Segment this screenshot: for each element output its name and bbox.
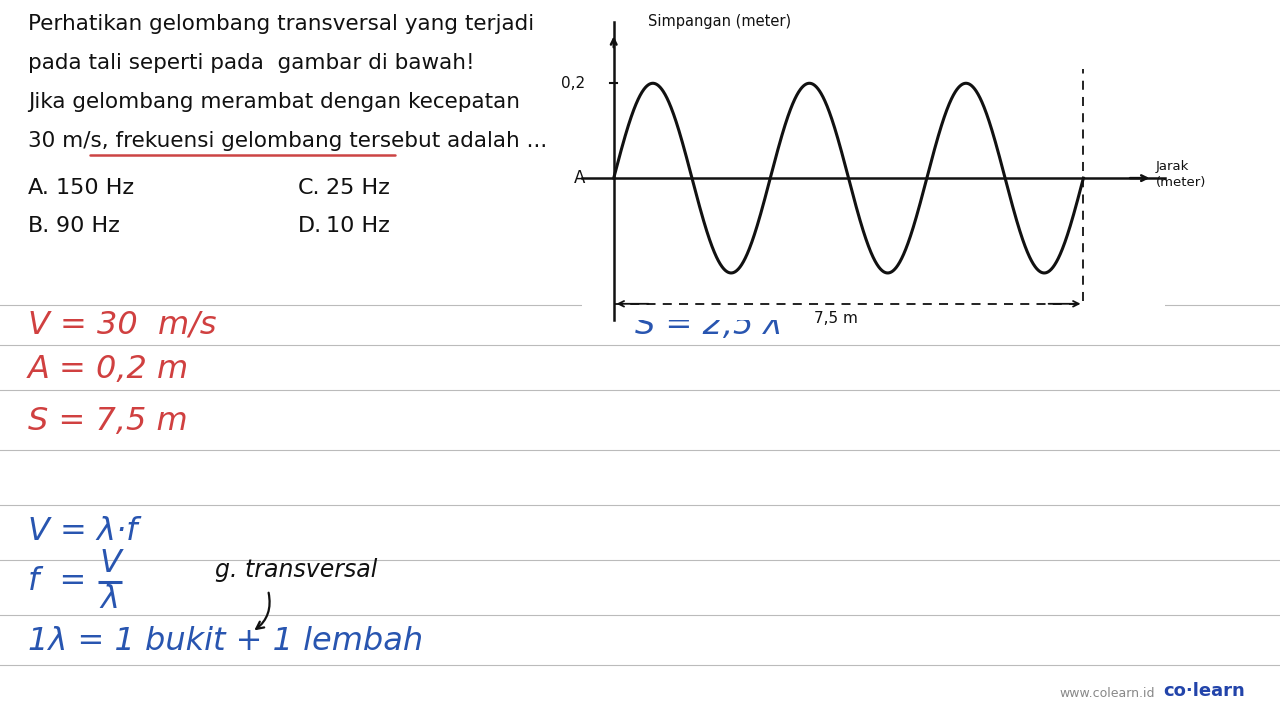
Text: 7,5 m: 7,5 m (814, 311, 858, 326)
Text: V: V (100, 549, 122, 580)
Text: Perhatikan gelombang transversal yang terjadi: Perhatikan gelombang transversal yang te… (28, 14, 534, 34)
Text: A: A (575, 169, 585, 187)
Text: V = λ·f: V = λ·f (28, 516, 137, 547)
Text: f  =: f = (28, 567, 86, 598)
Text: B.: B. (28, 216, 50, 236)
Text: co·learn: co·learn (1164, 682, 1245, 700)
Text: C.: C. (298, 178, 320, 198)
Text: V = 30  m/s: V = 30 m/s (28, 310, 216, 341)
Text: 30 m/s, frekuensi gelombang tersebut adalah ...: 30 m/s, frekuensi gelombang tersebut ada… (28, 131, 548, 151)
Text: A.: A. (28, 178, 50, 198)
Text: 25 Hz: 25 Hz (326, 178, 390, 198)
Text: 0,2: 0,2 (562, 76, 585, 91)
FancyArrowPatch shape (256, 593, 270, 629)
Text: A = 0,2 m: A = 0,2 m (28, 354, 189, 384)
Text: Simpangan (meter): Simpangan (meter) (648, 14, 791, 29)
Text: g. transversal: g. transversal (215, 558, 378, 582)
Text: 90 Hz: 90 Hz (56, 216, 120, 236)
Text: Jika gelombang merambat dengan kecepatan: Jika gelombang merambat dengan kecepatan (28, 92, 520, 112)
Text: S = 7,5 m: S = 7,5 m (28, 405, 188, 436)
Text: 1λ = 1 bukit + 1 lembah: 1λ = 1 bukit + 1 lembah (28, 626, 424, 657)
Text: pada tali seperti pada  gambar di bawah!: pada tali seperti pada gambar di bawah! (28, 53, 475, 73)
Text: Jarak
(meter): Jarak (meter) (1156, 160, 1206, 189)
Text: 150 Hz: 150 Hz (56, 178, 134, 198)
Text: 10 Hz: 10 Hz (326, 216, 390, 236)
Text: D.: D. (298, 216, 323, 236)
Text: www.colearn.id: www.colearn.id (1060, 687, 1155, 700)
Text: λ: λ (100, 585, 119, 616)
Text: S = 2,5 λ: S = 2,5 λ (635, 310, 782, 341)
